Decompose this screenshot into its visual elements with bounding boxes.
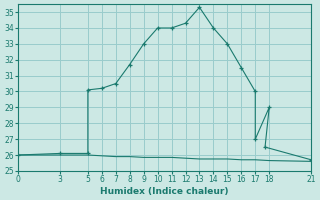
X-axis label: Humidex (Indice chaleur): Humidex (Indice chaleur) xyxy=(100,187,229,196)
